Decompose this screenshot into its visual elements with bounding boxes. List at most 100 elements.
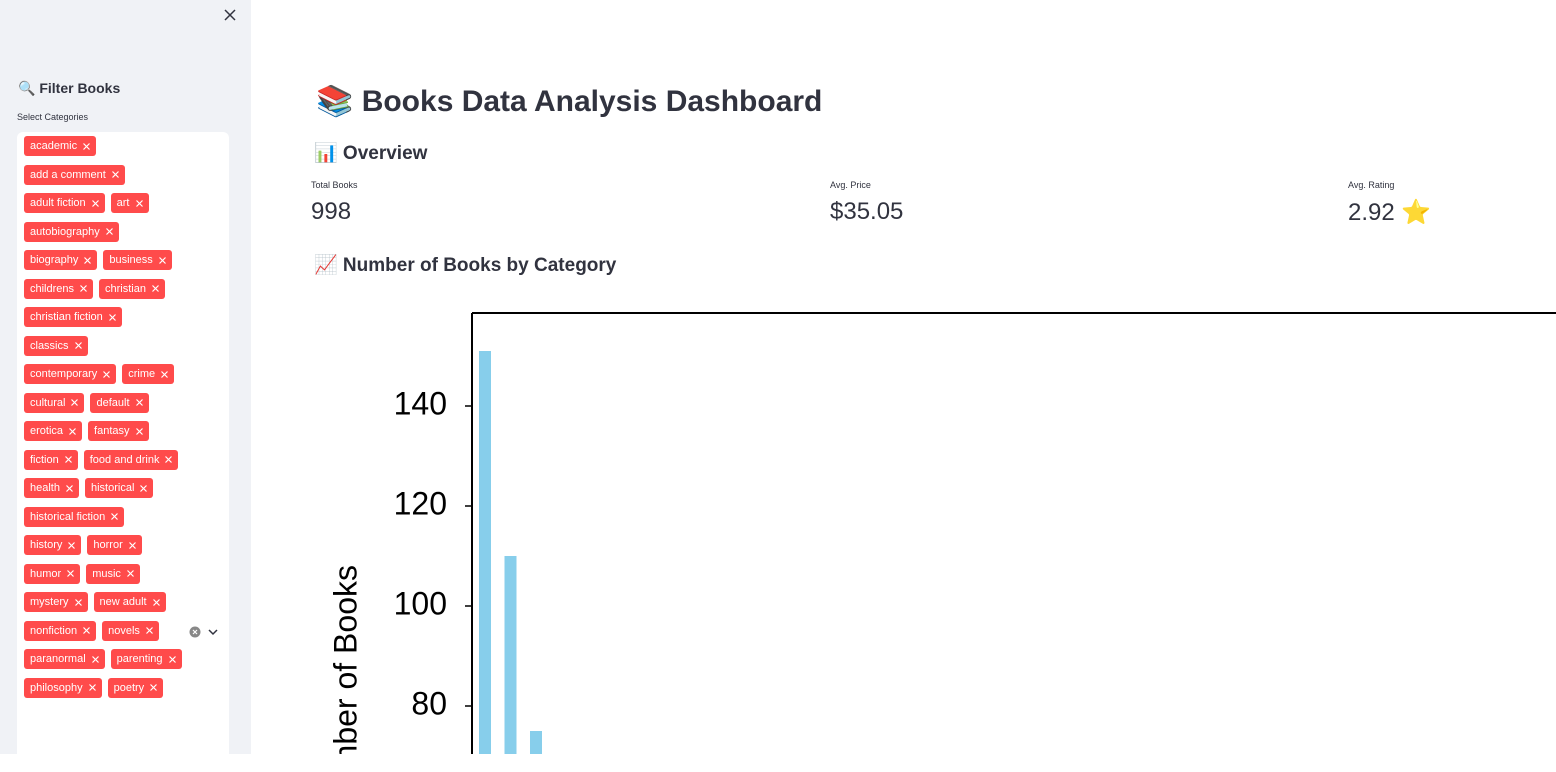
tag-label: erotica [30,425,64,437]
remove-tag[interactable] [128,541,136,549]
tag-label: health [30,482,60,494]
remove-tag[interactable] [91,199,99,207]
tag-label: business [109,254,153,266]
remove-tag[interactable] [135,199,143,207]
remove-tag[interactable] [161,370,169,378]
category-tag: adult fiction [24,193,105,213]
clear-all[interactable] [189,626,201,638]
tag-label: nonfiction [30,624,78,637]
remove-tag[interactable] [66,484,73,492]
remove-tag[interactable] [64,456,72,463]
tag-label: fantasy [94,425,130,437]
remove-tag[interactable] [69,427,76,435]
remove-tag[interactable] [108,313,116,321]
dropdown-arrow[interactable] [208,629,218,636]
tag-label: academic [30,140,78,152]
tag-list: academic add a comment adult fiction art aut… [24,136,184,698]
tag-label: adult fiction [30,197,86,209]
tag-label: philosophy [30,681,83,694]
remove-tag[interactable] [103,370,111,378]
y-tick-label: 140 [394,385,447,421]
tag-label: christian [105,282,146,295]
remove-tag[interactable] [74,342,82,349]
tag-label: historical fiction [30,510,106,523]
y-tick-label: 100 [394,585,447,621]
tag-label: paranormal [30,653,86,665]
select-controls [189,626,218,638]
category-tag: biography [24,250,98,270]
remove-tag[interactable] [168,655,176,663]
tag-label: history [30,539,63,551]
tag-label: default [96,396,130,409]
category-tag: parenting [110,649,182,669]
tag-label: crime [128,368,156,380]
chart: 80 100 120 140 Number of Books [327,312,1556,754]
tag-label: historical [90,482,135,494]
category-tag: christian [99,278,165,299]
remove-tag[interactable] [152,285,159,292]
category-tag: crime [122,364,175,384]
remove-tag[interactable] [145,627,153,634]
category-tag: default [90,392,149,413]
remove-tag[interactable] [152,598,160,606]
category-tag: poetry [107,677,164,698]
tag-label: parenting [116,653,163,665]
category-tag: business [103,250,172,270]
remove-tag[interactable] [105,228,113,235]
tag-label: music [92,567,121,580]
category-tag: christian fiction [24,307,122,327]
sidebar: 🔍 Filter Books Select Categories academi… [0,0,251,772]
tag-label: fiction [30,453,59,466]
tag-label: autobiography [30,225,100,238]
remove-tag[interactable] [80,285,87,292]
select-label: Select Categories [17,112,89,122]
remove-tag[interactable] [83,142,91,150]
remove-tag[interactable] [74,598,82,606]
remove-tag[interactable] [111,171,119,178]
tag-label: classics [30,339,69,352]
category-tag: autobiography [24,221,119,242]
y-axis-label: Number of Books [327,565,363,754]
remove-tag[interactable] [165,456,173,463]
remove-tag[interactable] [111,513,119,520]
category-tag: paranormal [24,649,105,669]
remove-tag[interactable] [84,256,92,264]
remove-tag[interactable] [91,655,99,663]
remove-tag[interactable] [126,570,134,577]
remove-tag[interactable] [88,684,96,691]
y-tick-label: 80 [411,685,447,721]
remove-tag[interactable] [140,484,148,492]
page: 🔍 Filter Books Select Categories academi… [0,0,1556,754]
category-tag: fantasy [88,421,149,441]
tag-label: cultural [30,396,66,409]
tag-label: humor [30,567,62,580]
category-tag: add a comment [24,164,125,185]
tag-label: childrens [30,282,75,295]
category-tag: nonfiction [24,620,97,641]
remove-tag[interactable] [67,570,75,577]
category-tag: music [86,563,140,584]
remove-tag[interactable] [71,399,79,406]
remove-tag[interactable] [135,427,143,435]
category-tag: art [110,193,149,213]
category-tag: mystery [24,592,88,612]
category-tag: historical [84,478,154,498]
tag-label: new adult [99,596,147,608]
multiselect[interactable]: academic add a comment adult fiction art aut… [17,132,229,772]
category-tag: contemporary [24,364,117,384]
remove-tag[interactable] [150,684,158,691]
tag-label: poetry [113,681,145,694]
metric-value: $35.05 [830,198,904,225]
category-tag: erotica [24,421,83,441]
metric-value: 2.92 ⭐ [1348,199,1432,226]
remove-tag[interactable] [158,256,166,264]
category-tag: historical fiction [24,506,125,527]
remove-tag[interactable] [68,541,76,549]
bar [479,351,491,754]
remove-tag[interactable] [135,399,143,406]
tag-label: mystery [30,596,69,608]
remove-tag[interactable] [83,627,91,634]
close-button[interactable] [224,9,236,21]
category-tag: novels [102,620,159,641]
category-tag: philosophy [24,677,102,698]
